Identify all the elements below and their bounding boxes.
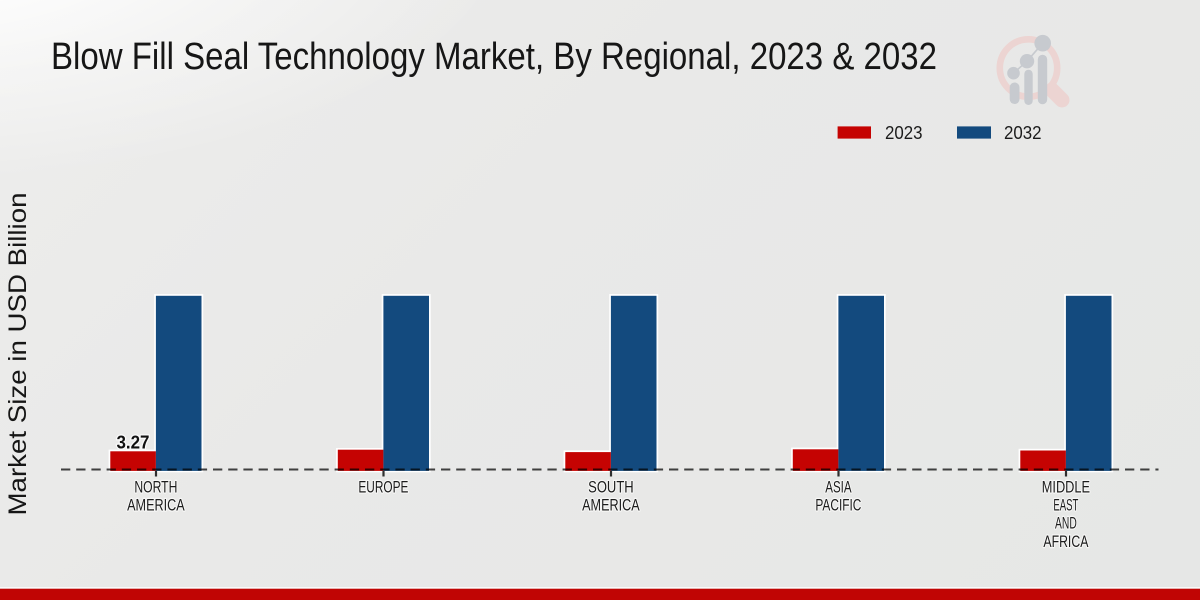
svg-text:AMERICA: AMERICA [127, 497, 185, 515]
svg-text:EAST: EAST [1053, 497, 1078, 515]
svg-text:Market Size in USD Billion: Market Size in USD Billion [4, 193, 32, 516]
svg-text:AFRICA: AFRICA [1043, 533, 1088, 551]
svg-text:Blow Fill Seal Technology Mark: Blow Fill Seal Technology Market, By Reg… [51, 36, 937, 78]
svg-text:AND: AND [1055, 515, 1077, 533]
svg-text:3.27: 3.27 [117, 433, 150, 453]
svg-text:ASIA: ASIA [825, 479, 851, 497]
svg-text:MIDDLE: MIDDLE [1042, 479, 1090, 497]
svg-text:2032: 2032 [1004, 122, 1042, 143]
svg-text:AMERICA: AMERICA [582, 497, 640, 515]
svg-text:NORTH: NORTH [134, 479, 177, 497]
svg-text:EUROPE: EUROPE [358, 479, 408, 497]
svg-text:PACIFIC: PACIFIC [815, 497, 861, 515]
svg-text:2023: 2023 [885, 122, 923, 143]
svg-text:SOUTH: SOUTH [588, 479, 634, 497]
